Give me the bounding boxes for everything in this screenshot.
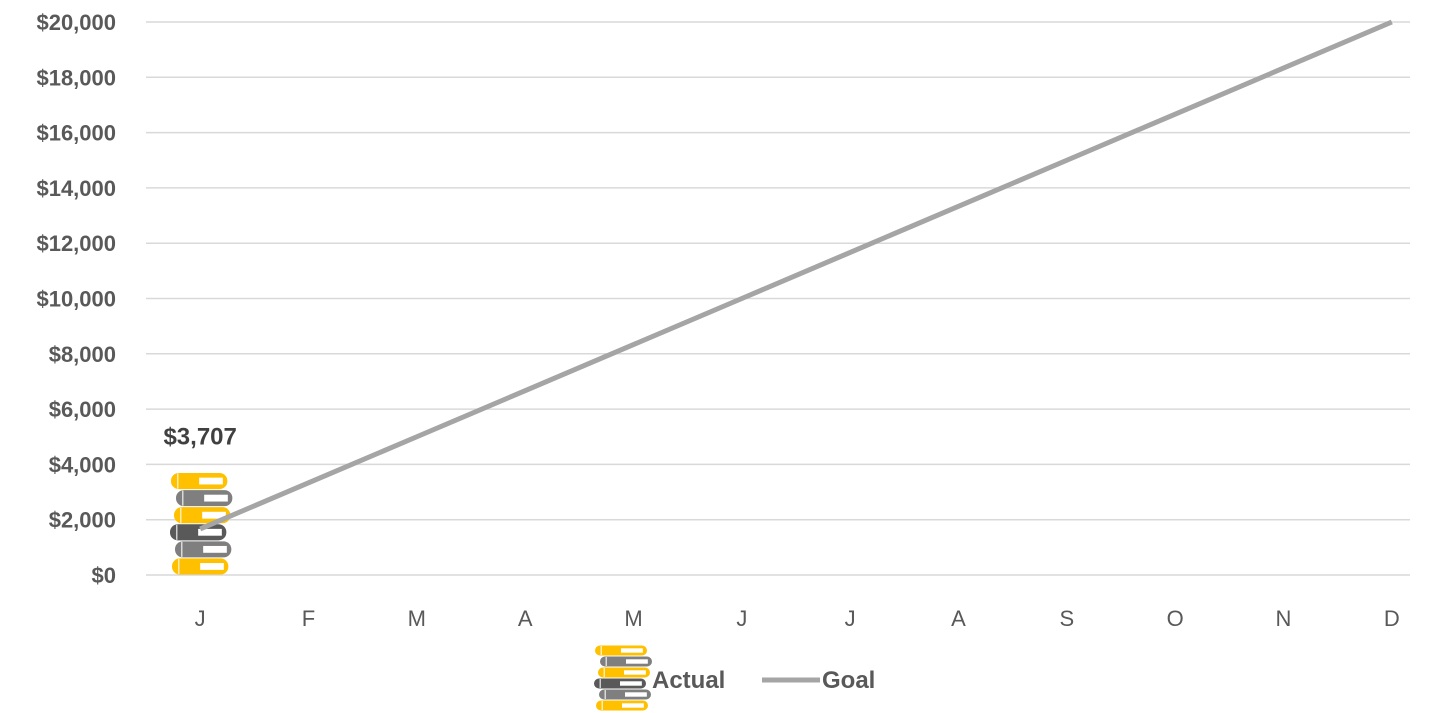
x-tick-label: S [1059,606,1074,631]
book-icon [600,656,652,667]
actual-series [170,473,233,575]
y-tick-label: $8,000 [49,342,116,367]
y-tick-label: $10,000 [36,287,116,312]
legend-actual-icon [594,645,652,711]
gridlines [146,21,1410,576]
x-tick-label: D [1384,606,1400,631]
y-tick-label: $12,000 [36,231,116,256]
x-tick-label: A [951,606,966,631]
legend-actual-label: Actual [652,667,725,694]
book-icon [599,689,651,700]
x-tick-label: A [518,606,533,631]
book-icon [176,490,233,507]
legend-book-stack [594,645,652,711]
x-tick-label: F [302,606,315,631]
y-tick-label: $16,000 [36,121,116,146]
actual-bar [170,473,233,575]
y-tick-label: $6,000 [49,397,116,422]
y-tick-label: $4,000 [49,452,116,477]
book-icon [172,558,229,575]
book-icon [171,473,228,490]
book-icon [598,667,650,678]
y-axis-ticks: $0 $2,000 $4,000 $6,000 $8,000 $10,000 $12,000… [36,10,116,588]
book-icon [174,507,231,524]
y-tick-label: $18,000 [36,65,116,90]
actual-data-label: $3,707 [163,424,236,451]
x-tick-label: J [195,606,206,631]
x-tick-label: O [1167,606,1184,631]
book-icon [170,524,227,541]
y-tick-label: $20,000 [36,10,116,35]
x-tick-label: J [845,606,856,631]
goal-series-line [199,19,1393,532]
y-tick-label: $0 [92,563,116,588]
legend-goal-label: Goal [822,667,875,694]
book-icon [594,678,646,689]
y-tick-label: $2,000 [49,508,116,533]
x-tick-label: M [624,606,642,631]
x-tick-label: J [736,606,747,631]
book-icon [595,645,647,656]
x-tick-label: M [408,606,426,631]
book-icon [175,541,232,558]
legend: Actual Goal [594,645,875,711]
x-tick-label: N [1276,606,1292,631]
book-icon [596,700,648,711]
y-tick-label: $14,000 [36,176,116,201]
